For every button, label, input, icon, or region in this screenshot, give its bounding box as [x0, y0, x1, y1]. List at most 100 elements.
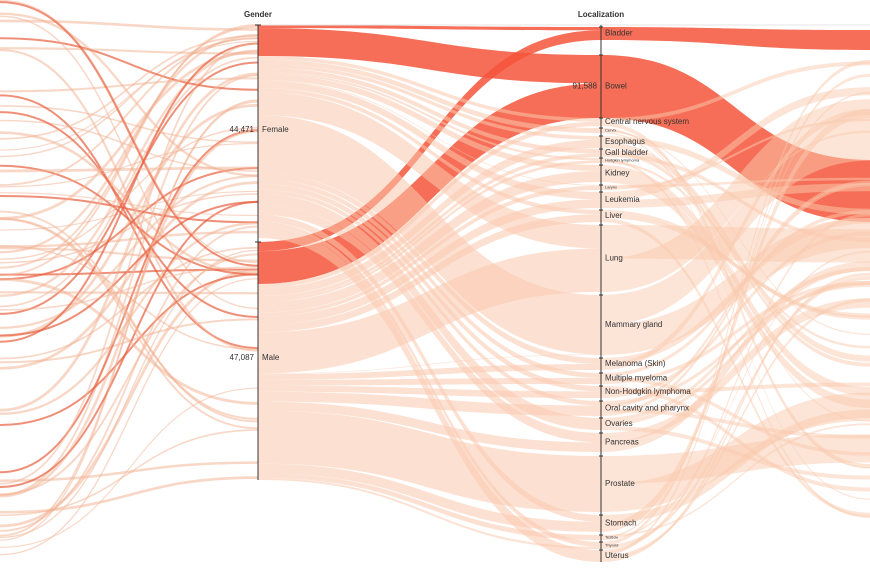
ribbon	[258, 64, 601, 140]
node-label: Uterus	[605, 551, 629, 560]
fan-line	[0, 0, 259, 264]
fan-line	[0, 253, 259, 496]
ribbon	[258, 88, 601, 215]
ribbon	[601, 109, 870, 533]
node-label: Thyroid	[605, 543, 618, 548]
ribbon	[258, 115, 601, 355]
fan-line	[0, 387, 259, 548]
fan-line	[0, 429, 259, 517]
node-label: Female	[262, 125, 289, 134]
ribbon	[601, 182, 870, 416]
node-label: Gall bladder	[605, 148, 648, 157]
ribbon	[601, 217, 870, 364]
axis-title: Gender	[244, 10, 272, 19]
fan-line	[0, 249, 259, 539]
fan-line	[0, 277, 259, 405]
ribbon	[258, 193, 601, 430]
ribbon	[258, 80, 601, 186]
ribbon	[258, 72, 601, 161]
node-label: Male	[262, 353, 280, 362]
fan-line	[0, 244, 259, 351]
node-label: Multiple myeloma	[605, 374, 668, 383]
fan-line	[0, 129, 259, 474]
ribbon	[601, 272, 870, 562]
fan-line	[0, 36, 259, 187]
node-value: 44,471	[230, 125, 255, 134]
fan-line	[0, 25, 259, 269]
ribbon	[601, 60, 870, 546]
ribbon	[601, 87, 870, 200]
fan-line	[0, 200, 259, 337]
ribbon	[258, 478, 601, 549]
node-label: Bladder	[605, 29, 633, 38]
fan-line	[0, 210, 259, 423]
ribbon	[601, 61, 870, 122]
fan-line	[0, 195, 259, 224]
node-label: Liver	[605, 211, 623, 220]
ribbon	[601, 99, 870, 292]
fan-line	[0, 129, 259, 498]
fan-line	[0, 103, 259, 338]
labels: Gender Localization Female 44,471 Male 47,087…	[230, 10, 692, 560]
node-label: Non-Hodgkin lymphoma	[605, 387, 691, 396]
node-label: Esophagus	[605, 137, 645, 146]
node-label: Prostate	[605, 479, 635, 488]
fan-line	[0, 142, 259, 188]
ribbon	[601, 408, 870, 439]
ribbon	[258, 25, 601, 31]
ribbon	[601, 73, 870, 556]
ribbon	[258, 28, 601, 84]
fan-line	[0, 1, 259, 267]
ribbon	[258, 205, 601, 443]
ribbon	[258, 189, 601, 406]
ribbon	[258, 221, 601, 547]
ribbon	[258, 354, 601, 375]
fan-line	[0, 192, 259, 217]
fan-line	[0, 72, 259, 412]
axis-title: Localization	[578, 10, 624, 19]
node-label: Testicle	[605, 535, 619, 540]
node-label: Melanoma (Skin)	[605, 359, 666, 368]
node-label: Pancreas	[605, 438, 639, 447]
ribbon	[258, 67, 601, 154]
fan-line	[0, 217, 259, 420]
node-label: Kidney	[605, 169, 629, 178]
fan-line	[0, 40, 259, 151]
ribbon	[601, 267, 870, 422]
ribbon	[258, 179, 601, 378]
fan-line	[0, 42, 259, 485]
ribbon	[258, 80, 601, 200]
node-value: 47,087	[230, 353, 255, 362]
ribbon	[601, 250, 870, 541]
ribbon	[258, 55, 601, 122]
fan-line	[0, 193, 259, 264]
fan-line	[0, 266, 259, 311]
fan-line	[0, 273, 259, 426]
fan-line	[0, 181, 259, 370]
ribbon	[601, 158, 870, 518]
ribbon	[601, 409, 870, 524]
ribbon	[601, 298, 870, 443]
ribbon	[601, 130, 870, 325]
ribbon	[601, 136, 870, 215]
ribbon	[601, 27, 870, 50]
ribbon	[258, 473, 601, 540]
node-label: Larynx	[605, 185, 617, 190]
fan-line	[0, 200, 259, 488]
fan-line	[0, 37, 259, 91]
fan-line	[0, 35, 259, 140]
node-label: Bowel	[605, 82, 627, 91]
ribbon	[601, 276, 870, 549]
fan-line	[0, 111, 259, 318]
ribbon	[258, 401, 601, 452]
node-label: Mammary gland	[605, 320, 662, 329]
ribbon	[601, 180, 870, 409]
fan-line	[0, 48, 259, 352]
fan-line	[0, 291, 259, 295]
ribbon	[258, 214, 601, 522]
ribbon	[601, 214, 870, 318]
fan-line	[0, 37, 259, 158]
ribbon	[601, 298, 870, 559]
ribbon	[258, 74, 601, 171]
